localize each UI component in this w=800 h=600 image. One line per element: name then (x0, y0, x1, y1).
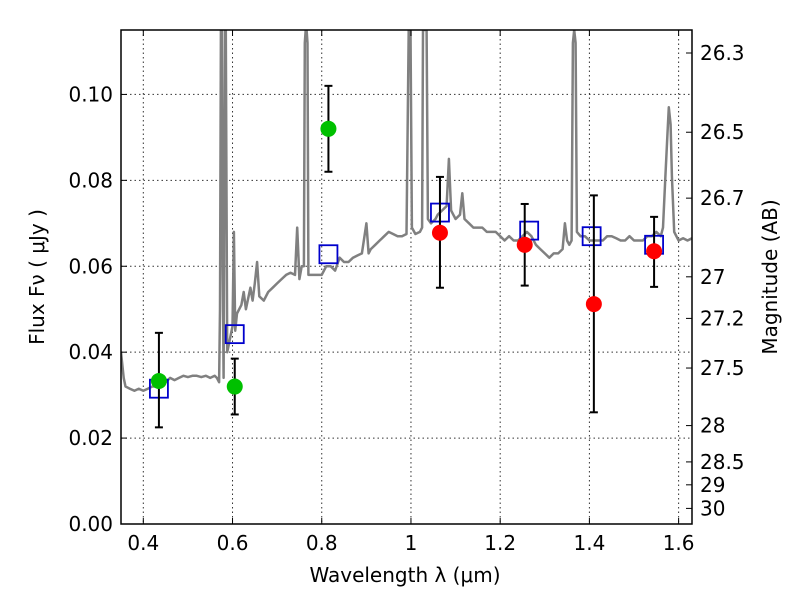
model-spectrum-layer (121, 30, 692, 393)
y2-tick-label: 28.5 (700, 450, 745, 474)
y-tick-label: 0.00 (68, 512, 113, 536)
y2-tick-label: 29 (700, 473, 725, 497)
y2-tick-label: 26.3 (700, 41, 745, 65)
y-tick-label: 0.04 (68, 340, 113, 364)
x-tick-label: 1.6 (663, 531, 695, 555)
y-tick-label: 0.08 (68, 168, 113, 192)
y2-tick-label: 27 (700, 265, 725, 289)
y2-tick-label: 27.2 (700, 306, 745, 330)
observed-points (150, 120, 663, 395)
y-axis-label: Flux Fν ( μJy ) (25, 209, 49, 345)
y2-axis-label: Magnitude (AB) (758, 199, 782, 354)
y2-tick-label: 30 (700, 496, 725, 520)
plot-frame (120, 29, 693, 525)
x-tick-label: 0.6 (217, 531, 249, 555)
x-tick-label: 0.4 (127, 531, 159, 555)
y2-tick-label: 26.5 (700, 120, 745, 144)
green-data-point (150, 372, 167, 389)
model-box (581, 226, 602, 247)
y-tick-label: 0.06 (68, 254, 113, 278)
green-data-point (226, 378, 243, 395)
tick-labels: 0.4 0.6 0.8 1 1.2 1.4 1.6 0.00 0.02 0.04 0.06 0.08 0… (68, 41, 744, 555)
x-tick-label: 1 (405, 531, 418, 555)
y2-tick-label: 27.5 (700, 356, 745, 380)
model-spectrum-line (121, 30, 692, 393)
y2-tick-label: 28 (700, 414, 725, 438)
red-data-point (516, 236, 533, 253)
x-tick-label: 0.8 (306, 531, 338, 555)
red-data-point (585, 296, 602, 313)
model-box (224, 324, 245, 345)
green-data-point (320, 120, 337, 137)
model-box (318, 244, 339, 265)
x-axis-label: Wavelength λ (μm) (309, 563, 500, 587)
y2-tick-label: 26.7 (700, 186, 745, 210)
axis-ticks (121, 30, 692, 525)
x-tick-label: 1.4 (573, 531, 605, 555)
y-tick-label: 0.10 (68, 82, 113, 106)
x-tick-label: 1.2 (484, 531, 516, 555)
grid-lines (121, 30, 692, 525)
red-data-point (431, 224, 448, 241)
red-data-point (646, 243, 663, 260)
y-tick-label: 0.02 (68, 426, 113, 450)
